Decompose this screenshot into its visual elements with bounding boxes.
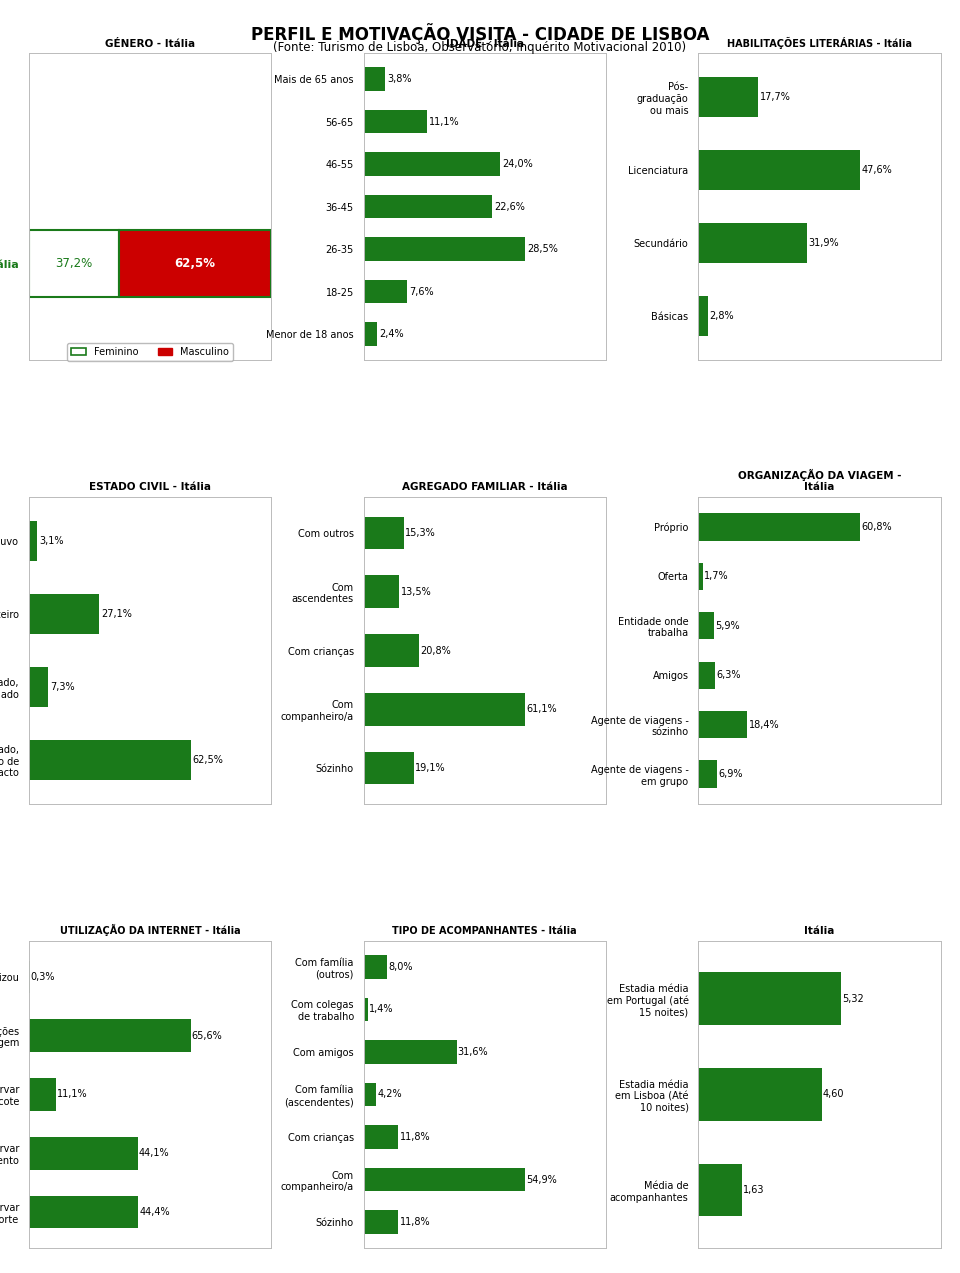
- Bar: [698, 295, 708, 336]
- Text: PERFIL E MOTIVAÇÃO VISITA - CIDADE DE LISBOA: PERFIL E MOTIVAÇÃO VISITA - CIDADE DE LI…: [251, 23, 709, 43]
- Bar: [29, 740, 190, 780]
- Text: 17,7%: 17,7%: [760, 92, 791, 102]
- Text: 11,8%: 11,8%: [399, 1217, 430, 1227]
- Text: 44,4%: 44,4%: [139, 1207, 170, 1217]
- Text: 20,8%: 20,8%: [420, 645, 450, 656]
- Bar: [364, 322, 377, 346]
- Text: 1,4%: 1,4%: [369, 1004, 394, 1015]
- Text: 61,1%: 61,1%: [526, 704, 557, 714]
- Text: 1,63: 1,63: [743, 1185, 765, 1195]
- Text: 7,3%: 7,3%: [50, 682, 74, 693]
- Title: ESTADO CIVIL - Itália: ESTADO CIVIL - Itália: [89, 482, 211, 493]
- Text: 15,3%: 15,3%: [405, 528, 436, 537]
- Bar: [698, 78, 758, 117]
- Text: 3,1%: 3,1%: [39, 536, 63, 546]
- Text: 6,3%: 6,3%: [716, 670, 741, 680]
- Bar: [698, 612, 714, 639]
- Bar: [119, 230, 271, 298]
- Title: UTILIZAÇÃO DA INTERNET - Itália: UTILIZAÇÃO DA INTERNET - Itália: [60, 924, 240, 937]
- Text: 44,1%: 44,1%: [139, 1148, 169, 1158]
- Text: 5,9%: 5,9%: [715, 621, 740, 631]
- Bar: [364, 1040, 457, 1064]
- Text: 65,6%: 65,6%: [192, 1031, 223, 1040]
- Bar: [364, 1083, 376, 1106]
- Bar: [364, 237, 525, 261]
- Text: 13,5%: 13,5%: [400, 587, 431, 597]
- Bar: [698, 973, 841, 1025]
- Bar: [364, 575, 399, 607]
- Bar: [698, 1068, 822, 1120]
- Bar: [364, 752, 414, 784]
- Text: (Fonte: Turismo de Lisboa, Observatório, Inquérito Motivacional 2010): (Fonte: Turismo de Lisboa, Observatório,…: [274, 41, 686, 53]
- Bar: [29, 1197, 138, 1228]
- Text: 19,1%: 19,1%: [416, 764, 446, 773]
- Text: 47,6%: 47,6%: [862, 165, 893, 176]
- Text: 37,2%: 37,2%: [56, 257, 92, 270]
- Text: 24,0%: 24,0%: [502, 159, 533, 169]
- Bar: [364, 153, 500, 176]
- Bar: [29, 1078, 57, 1110]
- Bar: [364, 1211, 398, 1234]
- Legend: Feminino, Masculino: Feminino, Masculino: [67, 344, 232, 362]
- Text: 54,9%: 54,9%: [526, 1175, 557, 1184]
- Title: TIPO DE ACOMPANHANTES - Itália: TIPO DE ACOMPANHANTES - Itália: [393, 927, 577, 937]
- Bar: [364, 109, 426, 134]
- Text: 3,8%: 3,8%: [387, 74, 412, 84]
- Bar: [29, 667, 48, 707]
- Title: ORGANIZAÇÃO DA VIAGEM -
Itália: ORGANIZAÇÃO DA VIAGEM - Itália: [738, 468, 901, 493]
- Title: Itália: Itália: [804, 927, 834, 937]
- Bar: [364, 280, 407, 303]
- Title: HABILITAÇÕES LITERÁRIAS - Itália: HABILITAÇÕES LITERÁRIAS - Itália: [727, 37, 912, 48]
- Bar: [364, 955, 387, 979]
- Text: 7,6%: 7,6%: [409, 286, 434, 297]
- Bar: [698, 1164, 742, 1217]
- Text: 8,0%: 8,0%: [388, 962, 413, 971]
- Text: 11,8%: 11,8%: [399, 1132, 430, 1142]
- Text: 2,8%: 2,8%: [709, 311, 734, 321]
- Text: 6,9%: 6,9%: [718, 769, 742, 779]
- Bar: [364, 67, 385, 90]
- Bar: [29, 1137, 137, 1170]
- Bar: [29, 230, 119, 298]
- Text: 0,3%: 0,3%: [31, 971, 56, 981]
- Text: 4,60: 4,60: [823, 1090, 845, 1100]
- Bar: [698, 150, 860, 190]
- Text: 1,7%: 1,7%: [704, 572, 729, 582]
- Bar: [698, 513, 860, 541]
- Bar: [364, 998, 368, 1021]
- Bar: [364, 1167, 525, 1192]
- Text: 60,8%: 60,8%: [861, 522, 892, 532]
- Bar: [364, 517, 404, 549]
- Text: 18,4%: 18,4%: [749, 719, 780, 729]
- Text: 11,1%: 11,1%: [58, 1090, 88, 1100]
- Text: 2,4%: 2,4%: [379, 330, 404, 339]
- Title: IDADE - Itália: IDADE - Itália: [445, 38, 524, 48]
- Bar: [29, 521, 36, 561]
- Text: 22,6%: 22,6%: [494, 201, 525, 211]
- Bar: [698, 760, 716, 788]
- Bar: [698, 223, 806, 264]
- Bar: [29, 594, 99, 634]
- Bar: [364, 634, 419, 667]
- Text: 4,2%: 4,2%: [377, 1090, 401, 1100]
- Bar: [698, 712, 747, 738]
- Text: 28,5%: 28,5%: [527, 244, 559, 255]
- Text: 31,9%: 31,9%: [808, 238, 839, 248]
- Text: 11,1%: 11,1%: [429, 117, 460, 126]
- Bar: [364, 195, 492, 218]
- Bar: [364, 1125, 398, 1148]
- Text: 5,32: 5,32: [842, 994, 864, 1004]
- Bar: [364, 694, 525, 726]
- Bar: [698, 662, 715, 689]
- Text: 31,6%: 31,6%: [458, 1046, 489, 1057]
- Title: GÉNERO - Itália: GÉNERO - Itália: [105, 38, 195, 48]
- Text: 62,5%: 62,5%: [175, 257, 215, 270]
- Text: 62,5%: 62,5%: [193, 755, 224, 765]
- Bar: [698, 563, 703, 589]
- Title: AGREGADO FAMILIAR - Itália: AGREGADO FAMILIAR - Itália: [402, 482, 567, 493]
- Bar: [29, 1020, 190, 1051]
- Text: 27,1%: 27,1%: [101, 608, 132, 619]
